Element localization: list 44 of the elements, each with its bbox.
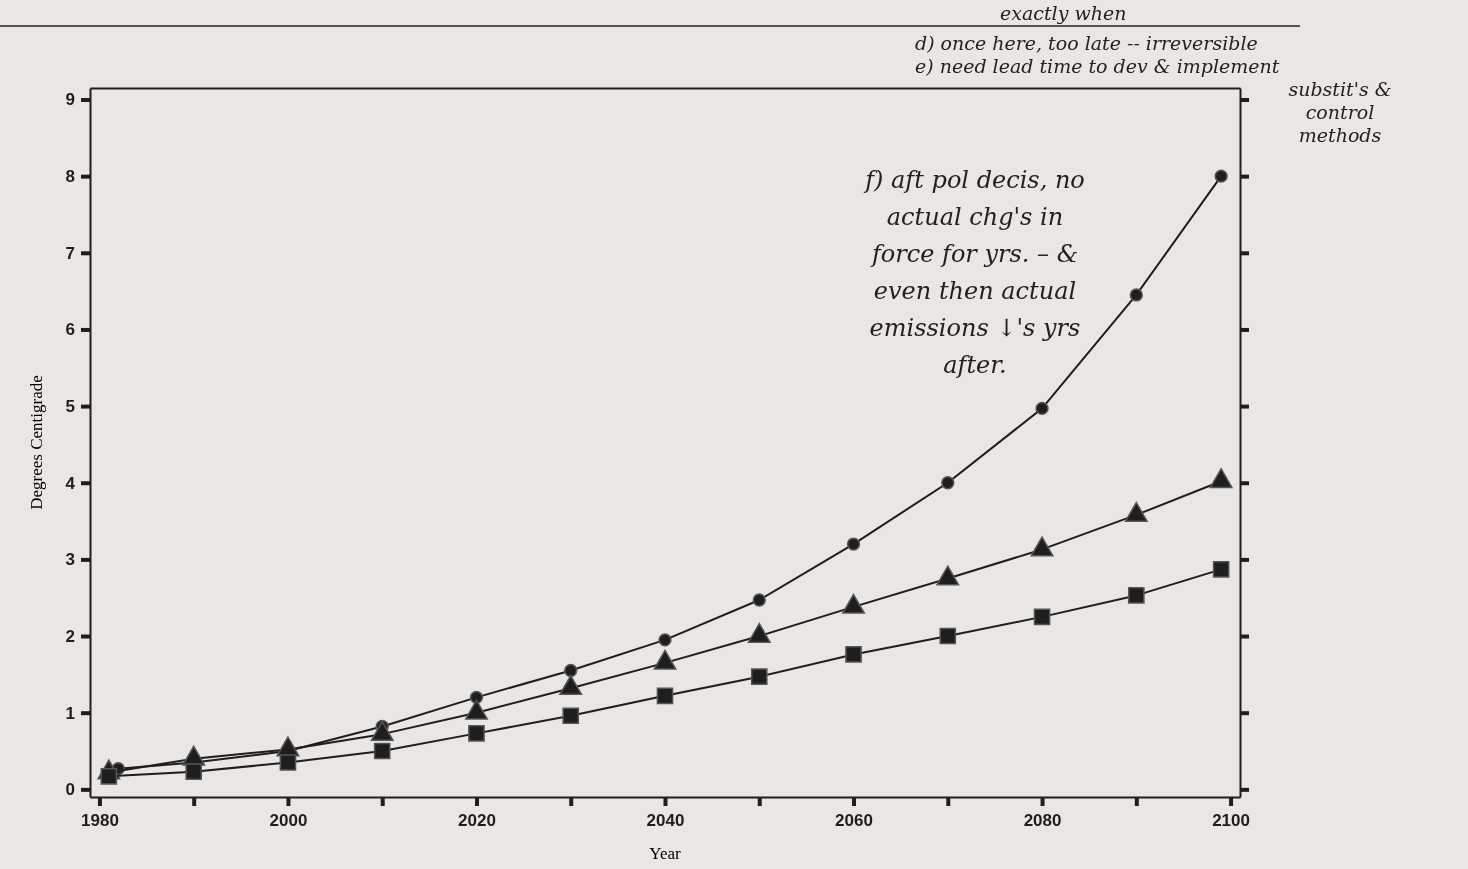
- y-tick-label: 7: [65, 243, 75, 263]
- y-tick-label: 5: [65, 397, 75, 417]
- point: [185, 763, 203, 781]
- x-tick-label: 1980: [81, 811, 119, 831]
- point: [1035, 401, 1049, 416]
- point: [279, 754, 297, 771]
- annotation: f) aft pol decis, no actual chg's in force for yrs. – & even then actual emissions ↓'s yrs after.: [863, 166, 1085, 379]
- point: [750, 668, 768, 685]
- point: [658, 633, 672, 647]
- y-tick-label: 0: [65, 780, 75, 800]
- point: [562, 707, 580, 725]
- point: [564, 663, 578, 678]
- point: [1212, 561, 1230, 578]
- text: d) once here, too late -- irreversible: [915, 32, 1258, 54]
- y-tick-label: 3: [65, 550, 75, 570]
- x-tick-label: 2040: [646, 811, 685, 831]
- point: [939, 627, 957, 645]
- y-tick-label: 2: [65, 626, 75, 646]
- x-tick-label: 2020: [458, 811, 496, 831]
- x-axis-title: Year: [649, 844, 681, 863]
- point: [469, 690, 484, 705]
- y-tick-label: 9: [65, 90, 75, 110]
- point: [846, 537, 861, 551]
- point: [941, 476, 955, 490]
- point: [752, 593, 766, 607]
- point: [1127, 587, 1145, 604]
- y-tick-label: 1: [65, 703, 75, 723]
- y-axis-title: Degrees Centigrade: [27, 375, 46, 510]
- point: [656, 687, 674, 705]
- point: [1214, 169, 1228, 183]
- point: [468, 725, 485, 742]
- point: [373, 742, 391, 760]
- point: [1129, 288, 1143, 302]
- point: [1033, 608, 1051, 626]
- x-tick-label: 2060: [835, 811, 873, 831]
- y-tick-label: 4: [65, 473, 76, 493]
- x-tick-label: 2000: [269, 811, 308, 831]
- annotation: e) need lead time to dev & implement substit's & control methods: [915, 55, 1392, 146]
- x-tick-label: 2080: [1023, 811, 1062, 831]
- y-tick-label: 6: [65, 320, 75, 340]
- x-tick-label: 2100: [1212, 811, 1250, 831]
- text: exactly when: [1000, 2, 1127, 24]
- y-tick-label: 8: [65, 167, 75, 187]
- point: [845, 646, 862, 663]
